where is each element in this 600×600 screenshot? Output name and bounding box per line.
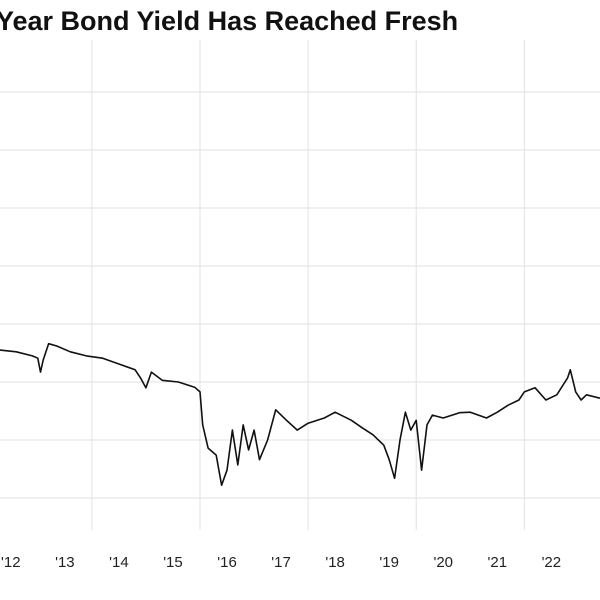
x-tick-label: '15 [163, 554, 183, 571]
x-tick-label: '17 [271, 554, 291, 571]
x-tick-label: '19 [379, 554, 399, 571]
x-tick-label: '22 [542, 554, 562, 571]
chart-title: Year Bond Yield Has Reached Fresh [0, 6, 458, 36]
x-tick-label: '18 [325, 554, 345, 571]
x-tick-label: '21 [488, 554, 508, 571]
x-tick-label: '16 [217, 554, 237, 571]
yield-line [0, 342, 600, 486]
grid [0, 40, 600, 530]
x-tick-label: '20 [433, 554, 453, 571]
x-tick-label: '12 [1, 554, 21, 571]
x-tick-label: '14 [109, 554, 129, 571]
x-tick-label: '13 [55, 554, 75, 571]
